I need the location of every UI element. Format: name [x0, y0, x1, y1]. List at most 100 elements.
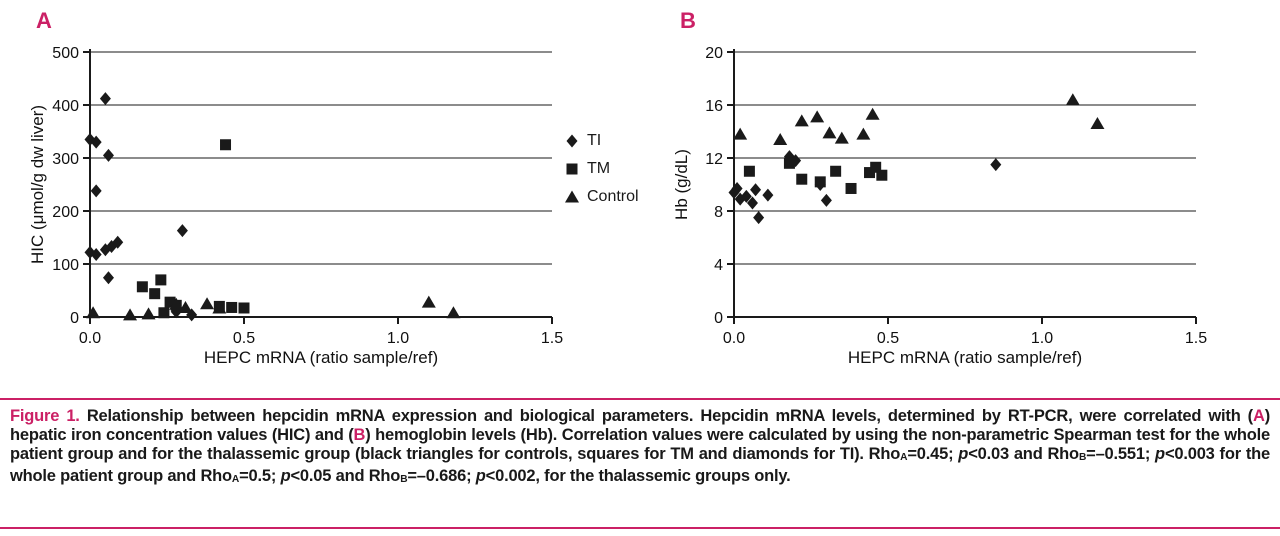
y-tick-label: 4 [714, 257, 723, 274]
data-point-ti [740, 189, 752, 203]
data-point-control [1065, 93, 1080, 106]
y-tick-label: 12 [705, 151, 723, 168]
caption-segment: A [1252, 407, 1265, 425]
caption-segment: <0.003 for the whole patient group and R… [10, 445, 1271, 486]
data-point-tm [864, 167, 876, 179]
data-point-ti [176, 224, 188, 238]
caption-segment: <0.03 and Rho [968, 445, 1079, 463]
data-point-ti [731, 181, 743, 195]
caption-segment: =0.45; [907, 445, 959, 463]
caption-segment: B [353, 426, 366, 444]
data-point-control [810, 110, 825, 123]
bottom-rule [0, 527, 1280, 529]
data-point-ti [753, 211, 765, 225]
x-tick-label: 0.5 [877, 330, 899, 347]
y-tick-label: 100 [52, 257, 79, 274]
data-point-ti [90, 135, 102, 149]
y-tick-label: 0 [714, 310, 723, 327]
caption-segment: p [1155, 445, 1165, 463]
caption-segment: <0.05 and Rho [290, 467, 401, 486]
data-point-tm [238, 302, 250, 314]
data-point-tm [845, 182, 857, 194]
legend-label: Control [587, 188, 639, 205]
y-tick-label: 8 [714, 204, 723, 221]
data-point-control [169, 297, 184, 310]
legend-item-control: Control [564, 188, 639, 206]
y-axis-label: HIC (μmol/g dw liver) [28, 105, 47, 264]
data-point-tm [876, 169, 888, 181]
data-point-tm [870, 161, 882, 173]
data-point-tm [164, 296, 176, 308]
data-point-tm [155, 274, 167, 286]
caption-segment: Relationship between hepcidin mRNA expre… [86, 407, 1253, 425]
caption-segment: p [475, 467, 486, 486]
data-point-ti [750, 183, 762, 197]
data-point-control [446, 306, 461, 319]
data-point-tm [226, 301, 238, 313]
data-point-tm [220, 139, 232, 151]
caption-segment: <0.002, for the thalassemic groups only. [485, 467, 791, 486]
data-point-control [86, 306, 101, 319]
y-tick-label: 16 [705, 98, 723, 115]
y-tick-label: 200 [52, 204, 79, 221]
data-point-control [200, 297, 215, 310]
square-icon [566, 163, 578, 175]
panel-a-label: A [36, 8, 52, 33]
x-axis-label: HEPC mRNA (ratio sample/ref) [204, 348, 438, 367]
caption-segment: B [400, 474, 408, 486]
caption-segment: A [231, 474, 240, 486]
data-point-control [733, 127, 748, 140]
caption-segment: Figure 1. [10, 407, 87, 425]
data-point-tm [158, 307, 170, 319]
figure-caption: Figure 1. Relationship between hepcidin … [10, 407, 1270, 489]
x-tick-label: 1.0 [1031, 330, 1053, 347]
x-tick-label: 1.0 [387, 330, 409, 347]
data-point-ti [112, 235, 124, 249]
square-marker [566, 163, 578, 175]
data-point-ti [90, 247, 102, 261]
data-point-tm [783, 157, 795, 169]
data-point-tm [149, 288, 161, 300]
data-point-control [856, 127, 871, 140]
y-tick-label: 500 [52, 45, 79, 62]
scatter-chart-hb: 0.0 0.5 1.0 1.5 0 4 8 12 16 20 HEPC mRNA (ratio sa… [672, 45, 1207, 367]
legend-label: TI [587, 132, 602, 149]
y-axis-label: Hb (g/dL) [672, 149, 691, 220]
legend-item-tm: TM [564, 160, 639, 178]
caption-segment: ) hemoglobin levels (Hb). Correlation va… [10, 426, 1270, 463]
x-axis-label: HEPC mRNA (ratio sample/ref) [848, 348, 1082, 367]
legend-item-ti: TI [564, 132, 639, 150]
triangle-marker [565, 190, 579, 203]
caption-segment: p [280, 467, 291, 486]
data-point-tm [136, 281, 148, 293]
legend-label: TM [587, 160, 611, 177]
data-point-control [421, 295, 436, 308]
scatter-chart-hic: 0.0 0.5 1.0 1.5 0 100 200 300 400 500 HEPC mRNA (r… [28, 45, 563, 367]
caption-segment: A [900, 452, 908, 464]
data-point-control [1090, 117, 1105, 130]
caption-segment: p [958, 445, 969, 463]
data-point-control [822, 126, 837, 139]
chart-legend: TI TM Control [564, 132, 639, 206]
y-tick-label: 0 [70, 310, 79, 327]
data-point-ti [746, 196, 758, 210]
y-tick-label: 20 [705, 45, 723, 62]
diamond-icon [566, 134, 578, 148]
panel-b-label: B [680, 8, 696, 33]
caption-segment: ) hepatic iron concentration values (HIC… [10, 407, 1270, 444]
data-point-tm [830, 165, 842, 177]
figure-caption-block: Figure 1. Relationship between hepcidin … [0, 398, 1280, 498]
data-point-ti [820, 193, 832, 207]
data-point-ti [102, 271, 114, 285]
x-tick-label: 1.5 [1185, 330, 1207, 347]
x-tick-label: 0.0 [79, 330, 101, 347]
y-tick-label: 300 [52, 151, 79, 168]
diamond-marker [566, 134, 578, 148]
data-point-tm [796, 173, 808, 185]
triangle-icon [565, 190, 579, 203]
data-point-control [212, 301, 227, 314]
data-point-ti [790, 154, 802, 168]
data-point-tm [743, 165, 755, 177]
data-point-ti [762, 188, 774, 202]
data-point-ti [990, 158, 1002, 172]
